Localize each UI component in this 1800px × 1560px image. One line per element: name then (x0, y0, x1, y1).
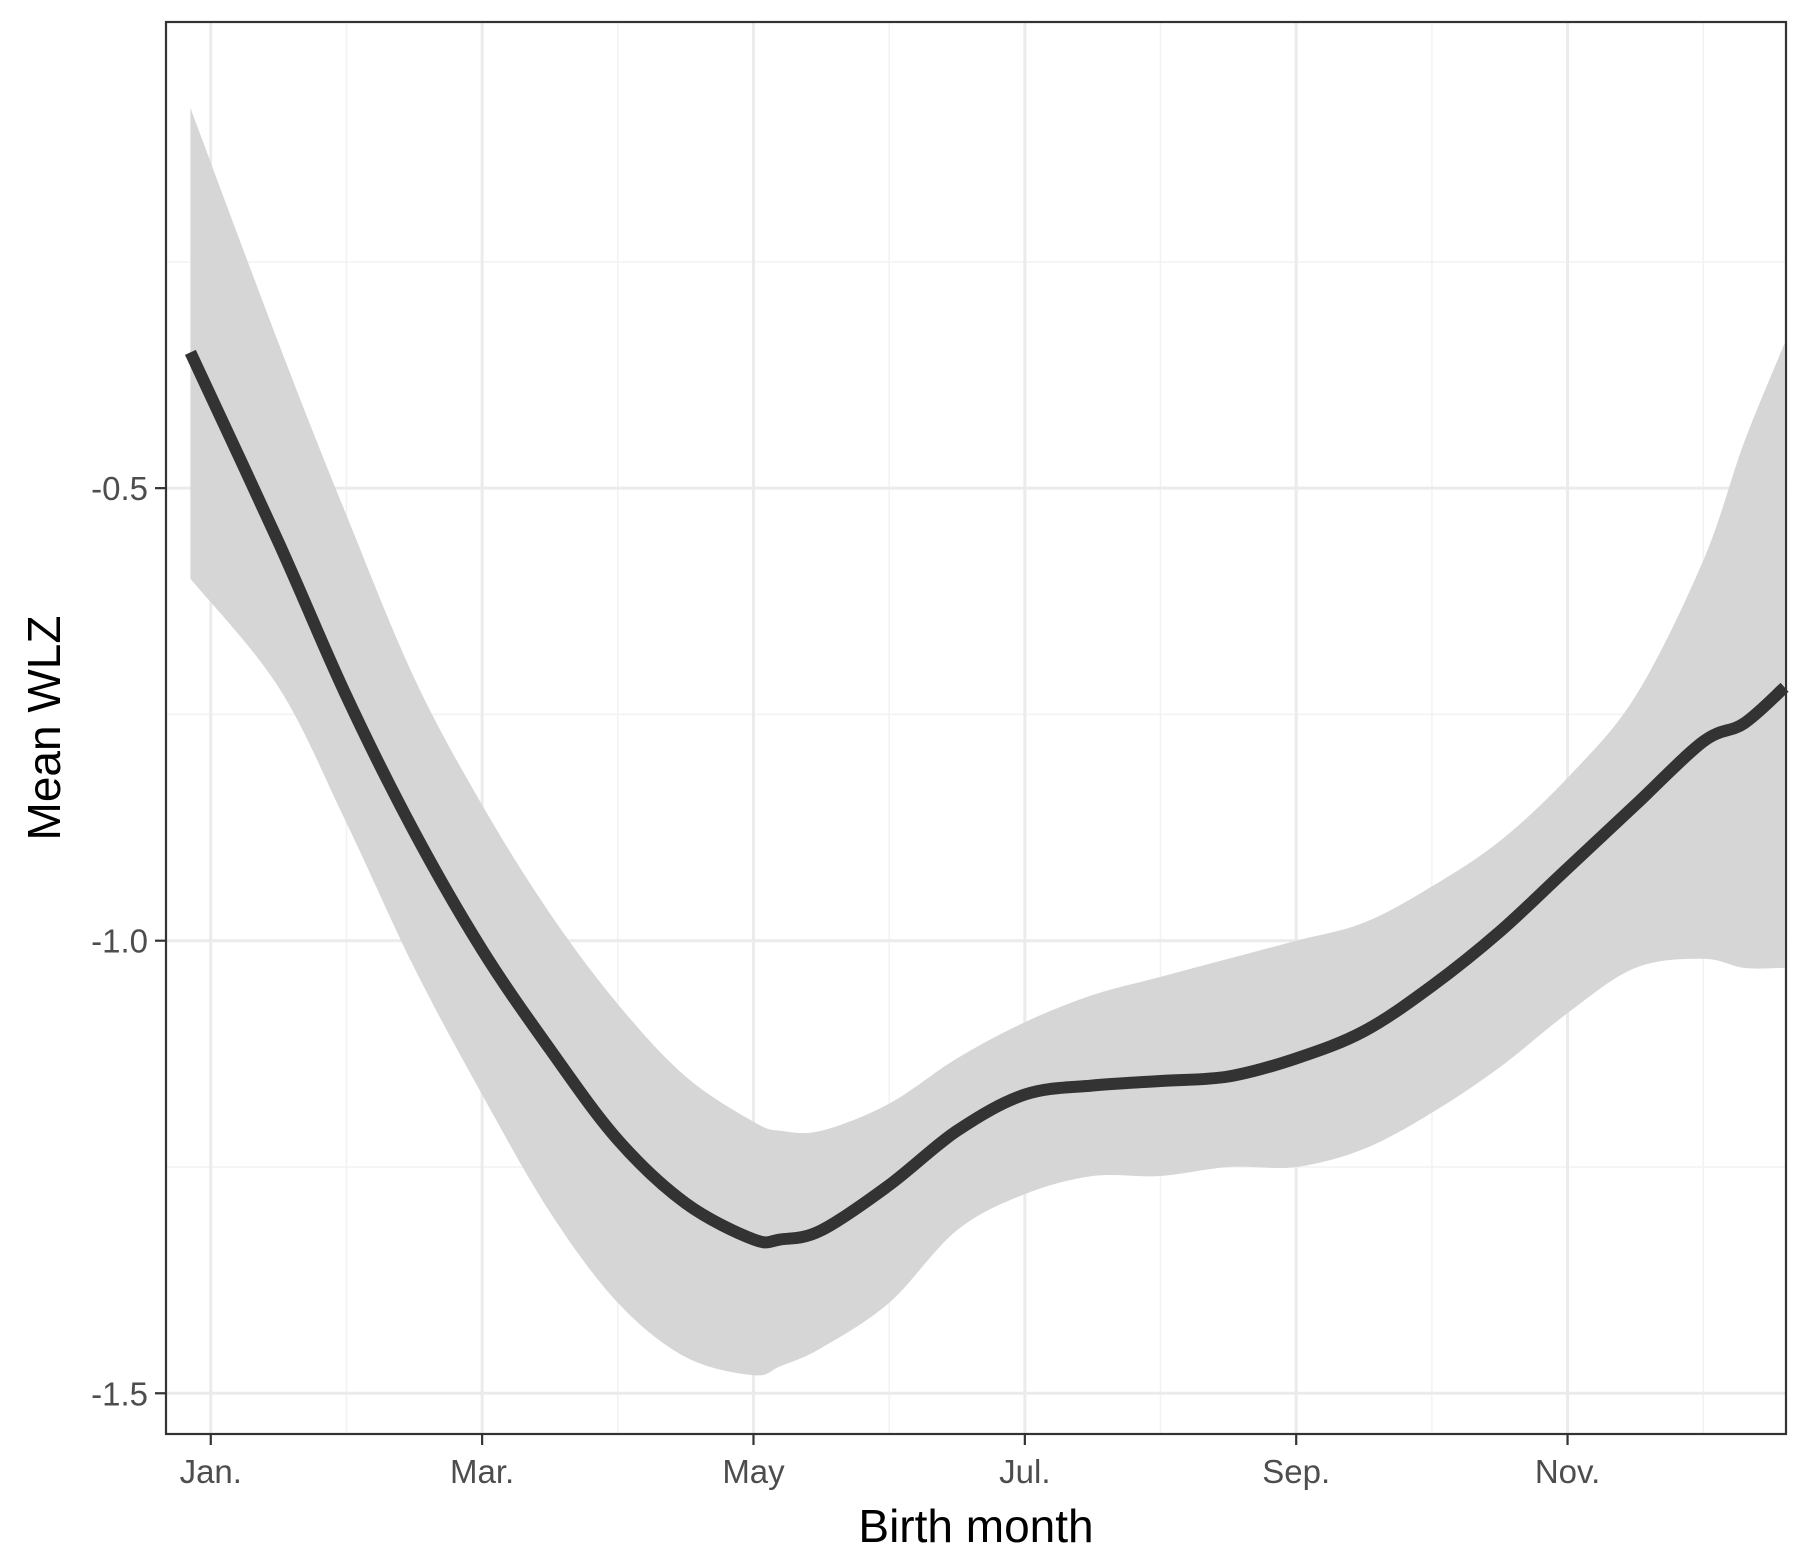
panel-border (164, 20, 1788, 1436)
axis-layer: Jan. Mar. May Jul. Sep. Nov. -0.5 -1.0 -1.5 (91, 470, 1600, 1490)
x-tick-label: Jul. (999, 1453, 1050, 1490)
x-tick-label: Sep. (1262, 1453, 1330, 1490)
y-tick-label: -1.5 (91, 1375, 148, 1412)
x-axis-title: Birth month (858, 1500, 1093, 1552)
mean-wlz-line (184, 349, 1789, 1249)
x-tick-label: May (722, 1453, 785, 1490)
confidence-band (190, 108, 1785, 1376)
y-tick-label: -1.0 (91, 923, 148, 960)
x-tick-label: Jan. (180, 1453, 242, 1490)
data-layer (184, 108, 1789, 1376)
x-tick-label: Mar. (450, 1453, 514, 1490)
y-tick-label: -0.5 (91, 470, 148, 507)
y-axis-title: Mean WLZ (18, 616, 70, 841)
x-tick-label: Nov. (1535, 1453, 1600, 1490)
